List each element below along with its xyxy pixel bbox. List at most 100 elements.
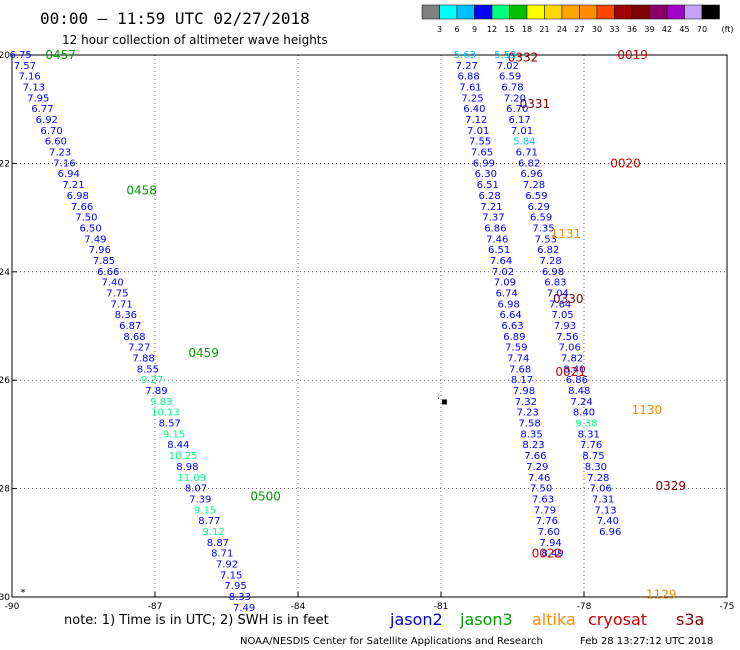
satellite-legend: jason2 jason3 altika cryosat s3a bbox=[389, 610, 704, 629]
satellite-tracks: 6.757.577.167.137.956.776.926.706.607.23… bbox=[9, 48, 686, 614]
swh-value-label: 6.92 bbox=[36, 115, 58, 126]
colorbar-tick-label: 15 bbox=[504, 25, 514, 34]
marker-glyph: * bbox=[20, 587, 25, 598]
swh-value-label: 9.27 bbox=[141, 375, 163, 386]
swh-value-label: 8.36 bbox=[115, 310, 137, 321]
y-tick-label: -24 bbox=[0, 268, 10, 278]
swh-value-label: 6.98 bbox=[498, 299, 520, 310]
y-tick-label: -22 bbox=[0, 159, 10, 169]
swh-value-label: 7.21 bbox=[62, 180, 84, 191]
pass-time-label: 0330 bbox=[553, 292, 584, 306]
colorbar-tick-label: 42 bbox=[662, 25, 672, 34]
swh-value-label: 7.02 bbox=[497, 61, 519, 72]
swh-value-label: 9.15 bbox=[194, 505, 216, 516]
y-tick-label: -28 bbox=[0, 485, 10, 495]
swh-value-label: 7.02 bbox=[492, 267, 514, 278]
swh-value-label: 7.06 bbox=[559, 343, 581, 354]
swh-value-label: 7.61 bbox=[459, 83, 481, 94]
swh-value-label: 7.40 bbox=[101, 278, 123, 289]
track-s3a: 5.637.276.887.617.256.407.127.017.557.65… bbox=[454, 50, 686, 560]
footer-credit: NOAA/NESDIS Center for Satellite Applica… bbox=[240, 636, 543, 647]
colorbar-tick-label: 12 bbox=[487, 25, 497, 34]
pass-time-label: 1130 bbox=[632, 403, 663, 417]
swh-value-label: 8.33 bbox=[229, 592, 251, 603]
swh-value-label: 7.74 bbox=[507, 354, 529, 365]
swh-value-label: 7.65 bbox=[471, 148, 493, 159]
swh-value-label: 6.78 bbox=[501, 83, 523, 94]
swh-value-label: 7.85 bbox=[93, 256, 115, 267]
swh-value-label: 6.60 bbox=[45, 137, 67, 148]
swh-value-label: 6.29 bbox=[528, 202, 550, 213]
swh-value-label: 6.83 bbox=[544, 278, 566, 289]
x-tick-label: -87 bbox=[148, 602, 163, 612]
colorbar-swatch bbox=[474, 4, 493, 20]
colorbar-tick-label: 24 bbox=[557, 25, 567, 34]
swh-value-label: 7.50 bbox=[75, 213, 97, 224]
swh-value-label: 6.51 bbox=[477, 180, 499, 191]
swh-value-label: 6.66 bbox=[97, 267, 119, 278]
track-jason3: 6.757.577.167.137.956.776.926.706.607.23… bbox=[9, 48, 280, 614]
colorbar-tick-label: 27 bbox=[574, 25, 584, 34]
swh-value-label: 6.82 bbox=[537, 245, 559, 256]
swh-value-label: 6.86 bbox=[484, 223, 506, 234]
swh-value-label: 7.63 bbox=[532, 494, 554, 505]
pass-time-label: 0020 bbox=[610, 156, 641, 170]
swh-value-label: 9.38 bbox=[575, 419, 597, 430]
colorbar-swatch bbox=[561, 4, 580, 20]
swh-value-label: 7.59 bbox=[505, 343, 527, 354]
y-tick-label: -26 bbox=[0, 376, 10, 386]
swh-value-label: 7.46 bbox=[528, 473, 550, 484]
colorbar-swatch bbox=[526, 4, 545, 20]
swh-value-label: 6.98 bbox=[67, 191, 89, 202]
colorbar-tick-label: 30 bbox=[592, 25, 602, 34]
swh-value-label: 5.53 bbox=[494, 50, 516, 61]
swh-value-label: 8.71 bbox=[211, 549, 233, 560]
pass-time-label: 0500 bbox=[250, 490, 281, 504]
swh-value-label: 11.09 bbox=[177, 473, 206, 484]
legend-item-cryosat: cryosat bbox=[588, 610, 647, 629]
swh-value-label: 6.51 bbox=[488, 245, 510, 256]
colorbar-swatch bbox=[631, 4, 650, 20]
swh-value-label: 7.12 bbox=[465, 115, 487, 126]
swh-value-label: 7.40 bbox=[597, 516, 619, 527]
swh-value-label: 6.70 bbox=[506, 104, 528, 115]
colorbar-tick-label: 18 bbox=[522, 25, 532, 34]
swh-value-label: 7.92 bbox=[216, 559, 238, 570]
colorbar-swatch bbox=[596, 4, 615, 20]
pass-time-label: 0332 bbox=[508, 51, 539, 65]
swh-value-label: 6.82 bbox=[518, 158, 540, 169]
colorbar-tick-label: 3 bbox=[437, 25, 442, 34]
pass-time-label: 0458 bbox=[126, 184, 157, 198]
colorbar-swatch bbox=[579, 4, 598, 20]
colorbar-tick-label: 9 bbox=[472, 25, 477, 34]
swh-value-label: 7.66 bbox=[524, 451, 546, 462]
colorbar-tick-label: 45 bbox=[679, 25, 689, 34]
swh-value-label: 6.94 bbox=[58, 169, 80, 180]
swh-value-label: 7.96 bbox=[89, 245, 111, 256]
swh-value-label: 6.59 bbox=[525, 191, 547, 202]
swh-value-label: 8.55 bbox=[137, 364, 159, 375]
swh-value-label: 7.29 bbox=[526, 462, 548, 473]
colorbar: 3 6 9 12 15 18 21 24 27 30 33 36 39 42 45 70 (ft) bbox=[421, 4, 734, 34]
legend-item-altika: altika bbox=[532, 610, 576, 629]
y-tick-label: -30 bbox=[0, 593, 10, 603]
pass-time-label: 0021 bbox=[555, 365, 586, 379]
swh-value-label: 7.49 bbox=[84, 234, 106, 245]
plot-area: -90 -87 -84 -81 -78 -75 -20 -22 -24 -26 -28 -30 6.… bbox=[0, 48, 734, 614]
swh-value-label: 8.40 bbox=[573, 408, 595, 419]
swh-value-label: 6.40 bbox=[463, 104, 485, 115]
x-tick-label: -78 bbox=[577, 602, 592, 612]
swh-value-label: 7.76 bbox=[536, 516, 558, 527]
swh-value-label: 7.37 bbox=[482, 213, 504, 224]
colorbar-tick-label: 36 bbox=[627, 25, 637, 34]
swh-value-label: 7.31 bbox=[592, 494, 614, 505]
swh-value-label: 8.23 bbox=[522, 440, 544, 451]
swh-value-label: 7.32 bbox=[515, 397, 537, 408]
swh-value-label: 7.27 bbox=[456, 61, 478, 72]
chart-title: 00:00 – 11:59 UTC 02/27/2018 bbox=[40, 9, 310, 28]
swh-value-label: 7.94 bbox=[540, 538, 562, 549]
pass-time-label: 0331 bbox=[520, 97, 551, 111]
swh-value-label: 7.46 bbox=[486, 234, 508, 245]
pass-time-label: 1129 bbox=[646, 587, 677, 601]
